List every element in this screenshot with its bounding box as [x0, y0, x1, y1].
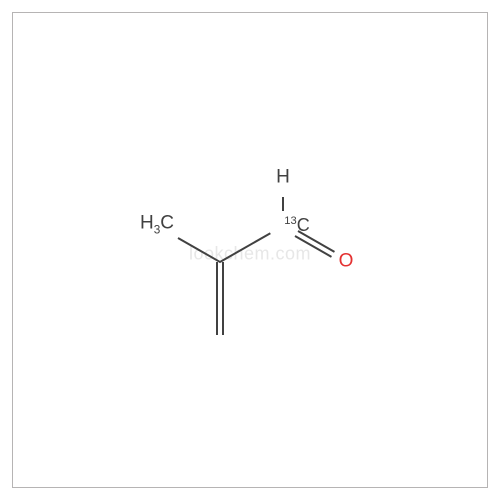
- structure-canvas: lookchem.com H3CH13CO: [0, 0, 500, 500]
- bond-line: [282, 197, 284, 211]
- bond-line: [222, 262, 224, 335]
- atom-label-H3C: H3C: [140, 214, 174, 237]
- atom-label-H: H: [276, 168, 290, 187]
- bond-line: [216, 262, 218, 335]
- atom-label-O: O: [339, 252, 354, 271]
- atom-label-C13: 13C: [284, 216, 309, 234]
